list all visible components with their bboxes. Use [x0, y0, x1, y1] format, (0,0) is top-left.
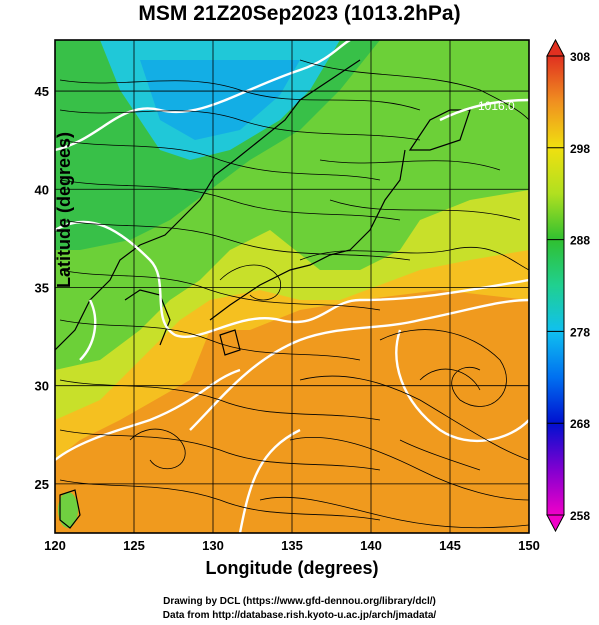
plot-frame	[54, 39, 530, 534]
colorbar-tick-label: 308	[570, 50, 590, 64]
map-grid	[55, 40, 529, 533]
colorbar-tick-label: 278	[570, 325, 590, 339]
y-tick-label: 45	[35, 84, 49, 99]
x-tick-labels: 120 125 130 135 140 145 150	[44, 538, 540, 553]
map-title: MSM 21Z20Sep2023 (1013.2hPa)	[138, 2, 461, 25]
x-tick-label: 145	[439, 538, 461, 553]
x-tick-label: 140	[360, 538, 382, 553]
y-axis-label: Latitude (degrees)	[54, 131, 74, 289]
x-axis-label: Longitude (degrees)	[205, 558, 379, 578]
y-tick-label: 40	[35, 182, 49, 197]
x-tick-label: 150	[518, 538, 540, 553]
colorbar-tick-label: 288	[570, 234, 590, 248]
x-tick-label: 120	[44, 538, 66, 553]
y-tick-label: 35	[35, 280, 49, 295]
colorbar-top-arrow	[546, 38, 565, 57]
colorbar-tick-label: 268	[570, 417, 590, 431]
colorbar: 258 268 278 288 298 308	[546, 38, 590, 533]
credit-drawing: Drawing by DCL (https://www.gfd-dennou.o…	[163, 596, 436, 607]
contour-label: 1016.0	[478, 99, 515, 113]
colorbar-tick-label: 298	[570, 142, 590, 156]
colorbar-bottom-arrow	[546, 514, 565, 533]
x-tick-label: 135	[281, 538, 303, 553]
y-tick-label: 30	[35, 379, 49, 394]
y-tick-label: 25	[35, 477, 49, 492]
y-tick-labels: 25 30 35 40 45	[35, 84, 49, 492]
credit-data: Data from http://database.rish.kyoto-u.a…	[162, 610, 437, 621]
colorbar-tick-label: 258	[570, 509, 590, 523]
x-tick-label: 130	[202, 538, 224, 553]
x-tick-label: 125	[123, 538, 145, 553]
